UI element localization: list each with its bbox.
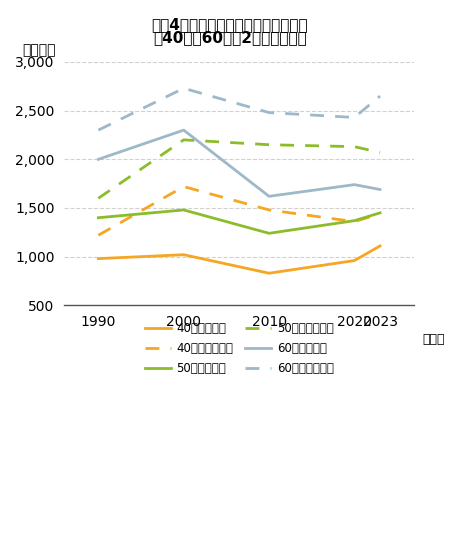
60代負債保有 <box>376 186 382 193</box>
50代負債保有 <box>95 215 101 221</box>
60代負債非保有 <box>351 114 356 121</box>
50代負債非保有 <box>351 144 356 150</box>
60代負債非保有 <box>95 127 101 133</box>
60代負債保有 <box>180 127 186 133</box>
40代負債非保有 <box>376 211 382 217</box>
50代負債保有 <box>180 207 186 213</box>
40代負債非保有 <box>351 218 356 225</box>
Line: 60代負債保有: 60代負債保有 <box>98 130 379 197</box>
50代負債保有 <box>351 217 356 224</box>
40代負債保有 <box>351 257 356 264</box>
60代負債非保有 <box>376 93 382 99</box>
40代負債非保有 <box>95 232 101 239</box>
60代負債非保有 <box>180 85 186 92</box>
40代負債保有 <box>376 242 382 249</box>
60代負債非保有 <box>266 109 271 116</box>
40代負債保有 <box>95 256 101 262</box>
50代負債非保有 <box>95 195 101 201</box>
Line: 50代負債非保有: 50代負債非保有 <box>98 140 379 198</box>
50代負債保有 <box>376 210 382 216</box>
Line: 40代負債保有: 40代負債保有 <box>98 246 379 273</box>
40代負債非保有 <box>266 207 271 213</box>
Line: 60代負債非保有: 60代負債非保有 <box>98 88 379 130</box>
Line: 50代負債保有: 50代負債保有 <box>98 210 379 233</box>
60代負債保有 <box>266 193 271 200</box>
Legend: 40代負債保有, 40代負債非保有, 50代負債保有, 50代負債非保有, 60代負債保有, 60代負債非保有: 40代負債保有, 40代負債非保有, 50代負債保有, 50代負債非保有, 60… <box>140 317 338 380</box>
50代負債非保有 <box>266 141 271 148</box>
Text: （万円）: （万円） <box>22 43 56 57</box>
Text: 図表4　負債の有無別にみた貯蓄残高: 図表4 負債の有無別にみた貯蓄残高 <box>151 17 308 32</box>
40代負債非保有 <box>180 183 186 190</box>
60代負債保有 <box>95 156 101 163</box>
Text: （年）: （年） <box>421 333 444 346</box>
50代負債保有 <box>266 230 271 236</box>
Line: 40代負債非保有: 40代負債非保有 <box>98 187 379 235</box>
40代負債保有 <box>180 252 186 258</box>
40代負債保有 <box>266 270 271 276</box>
Text: （40代〜60代　2人以上世帯）: （40代〜60代 2人以上世帯） <box>153 31 306 45</box>
50代負債非保有 <box>180 136 186 143</box>
60代負債保有 <box>351 181 356 188</box>
50代負債非保有 <box>376 149 382 156</box>
